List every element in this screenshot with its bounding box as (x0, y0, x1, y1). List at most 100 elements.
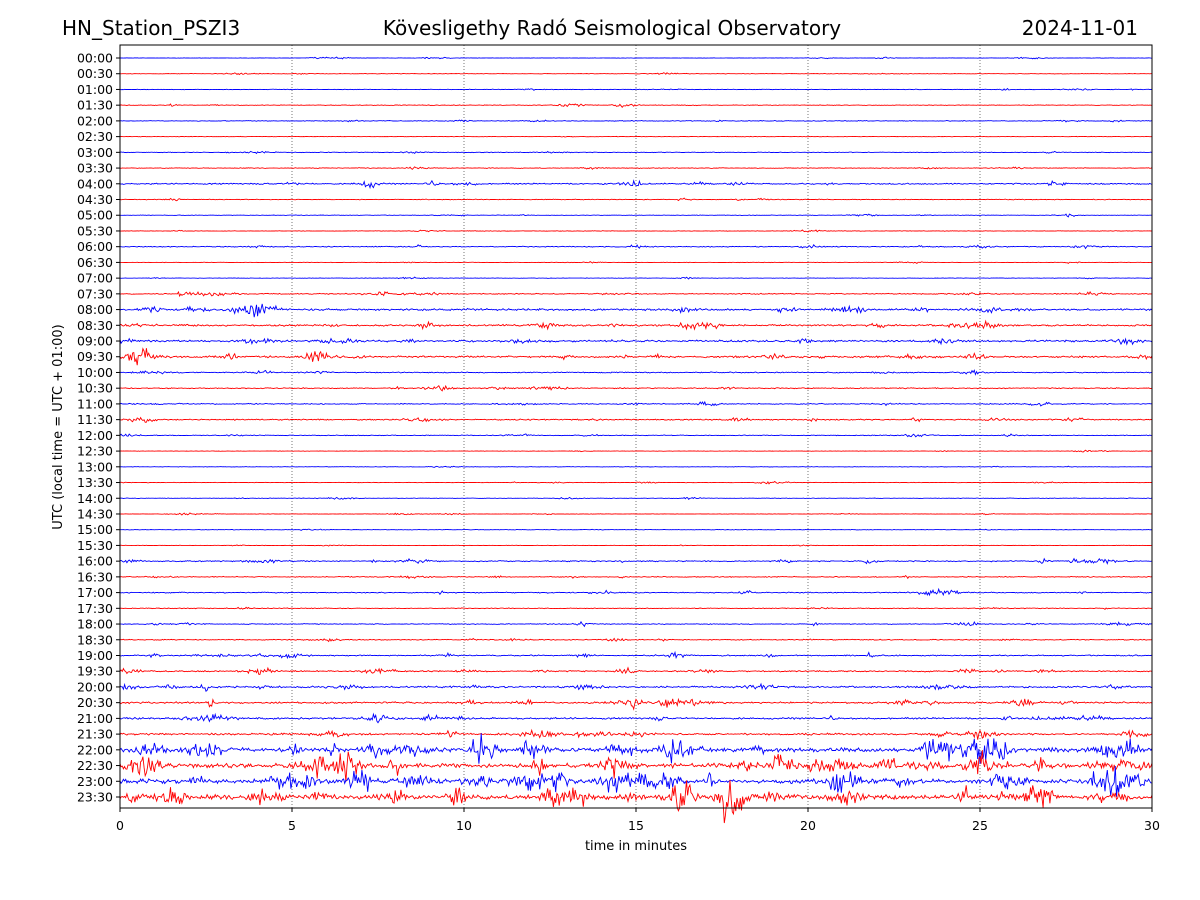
y-tick-label: 21:00 (77, 711, 113, 726)
y-tick-label: 01:00 (77, 82, 113, 97)
y-tick-label: 12:30 (77, 444, 113, 459)
y-tick-label: 22:00 (77, 742, 113, 757)
trace-0400 (119, 179, 1153, 190)
y-tick-label: 20:00 (77, 679, 113, 694)
y-tick-label: 07:30 (77, 286, 113, 301)
trace-1230 (119, 449, 1153, 453)
trace-2300 (119, 765, 1153, 797)
y-tick-label: 13:00 (77, 459, 113, 474)
trace-1900 (119, 650, 1153, 660)
y-tick-label: 08:30 (77, 318, 113, 333)
x-tick-label: 30 (1144, 818, 1160, 833)
trace-0730 (119, 290, 1153, 298)
y-tick-label: 05:30 (77, 223, 113, 238)
y-tick-label: 05:00 (77, 208, 113, 223)
y-tick-label: 09:00 (77, 334, 113, 349)
trace-1730 (119, 606, 1152, 611)
trace-1430 (119, 512, 1153, 516)
trace-1000 (119, 369, 1153, 376)
y-tick-label: 04:30 (77, 192, 113, 207)
trace-0500 (120, 213, 1152, 218)
trace-0800 (119, 303, 1153, 318)
trace-1300 (119, 465, 1153, 469)
y-tick-label: 21:30 (77, 727, 113, 742)
trace-0600 (119, 243, 1153, 250)
trace-0130 (119, 103, 1153, 109)
trace-2230 (119, 750, 1153, 782)
observatory-title: Kövesligethy Radó Seismological Observat… (382, 16, 842, 40)
trace-2330 (119, 780, 1153, 824)
y-tick-label: 23:30 (77, 790, 113, 805)
trace-0530 (119, 229, 1153, 233)
trace-2200 (119, 733, 1153, 765)
y-tick-label: 02:00 (77, 113, 113, 128)
y-tick-label: 01:30 (77, 98, 113, 113)
y-tick-label: 19:30 (77, 664, 113, 679)
trace-0630 (120, 261, 1153, 264)
trace-0900 (119, 337, 1153, 346)
y-tick-label: 23:00 (77, 774, 113, 789)
y-tick-label: 00:30 (77, 66, 113, 81)
y-tick-label: 10:00 (77, 365, 113, 380)
trace-1200 (119, 433, 1153, 438)
trace-1400 (119, 496, 1153, 500)
trace-1930 (119, 666, 1153, 676)
y-tick-label: 03:30 (77, 161, 113, 176)
y-tick-label: 03:00 (77, 145, 113, 160)
y-tick-label: 18:30 (77, 632, 113, 647)
y-tick-label: 15:30 (77, 538, 113, 553)
trace-0930 (119, 347, 1153, 366)
trace-2030 (119, 697, 1153, 711)
y-tick-label: 18:00 (77, 617, 113, 632)
y-tick-label: 10:30 (77, 381, 113, 396)
date-title: 2024-11-01 (1021, 16, 1138, 40)
y-tick-label: 02:30 (77, 129, 113, 144)
y-tick-label: 22:30 (77, 758, 113, 773)
trace-1130 (119, 416, 1153, 423)
x-axis-label: time in minutes (585, 839, 687, 854)
y-tick-label: 14:00 (77, 491, 113, 506)
y-axis-label: UTC (local time = UTC + 01:00) (51, 324, 66, 529)
trace-1630 (119, 574, 1153, 580)
trace-0700 (119, 276, 1153, 280)
y-tick-label: 06:00 (77, 239, 113, 254)
y-tick-label: 16:30 (77, 569, 113, 584)
trace-1030 (119, 384, 1153, 392)
y-tick-label: 08:00 (77, 302, 113, 317)
trace-2100 (119, 712, 1153, 724)
station-title: HN_Station_PSZI3 (62, 16, 241, 40)
trace-0330 (119, 166, 1153, 170)
y-tick-label: 07:00 (77, 271, 113, 286)
trace-2130 (119, 728, 1153, 740)
y-tick-label: 20:30 (77, 695, 113, 710)
trace-0230 (119, 135, 1153, 138)
x-tick-label: 25 (972, 818, 988, 833)
x-tick-label: 5 (288, 818, 296, 833)
y-tick-label: 14:30 (77, 506, 113, 521)
trace-0030 (119, 72, 1153, 76)
trace-0000 (120, 56, 1153, 60)
trace-2000 (119, 682, 1153, 692)
y-tick-label: 17:00 (77, 585, 113, 600)
trace-1600 (119, 557, 1153, 565)
x-tick-label: 20 (800, 818, 816, 833)
trace-1330 (119, 480, 1153, 485)
y-tick-label: 06:30 (77, 255, 113, 270)
y-tick-label: 15:00 (77, 522, 113, 537)
y-tick-label: 19:00 (77, 648, 113, 663)
trace-0100 (119, 87, 1153, 91)
y-tick-label: 11:00 (77, 396, 113, 411)
y-tick-label: 13:30 (77, 475, 113, 490)
trace-0830 (120, 319, 1153, 331)
trace-1100 (119, 400, 1153, 407)
y-tick-label: 09:30 (77, 349, 113, 364)
y-tick-label: 00:00 (77, 51, 113, 66)
trace-1800 (119, 620, 1153, 628)
y-tick-label: 04:00 (77, 176, 113, 191)
trace-1830 (119, 637, 1153, 643)
trace-0200 (119, 119, 1153, 123)
trace-1530 (119, 544, 1153, 547)
trace-0300 (119, 150, 1153, 155)
x-tick-label: 15 (628, 818, 644, 833)
